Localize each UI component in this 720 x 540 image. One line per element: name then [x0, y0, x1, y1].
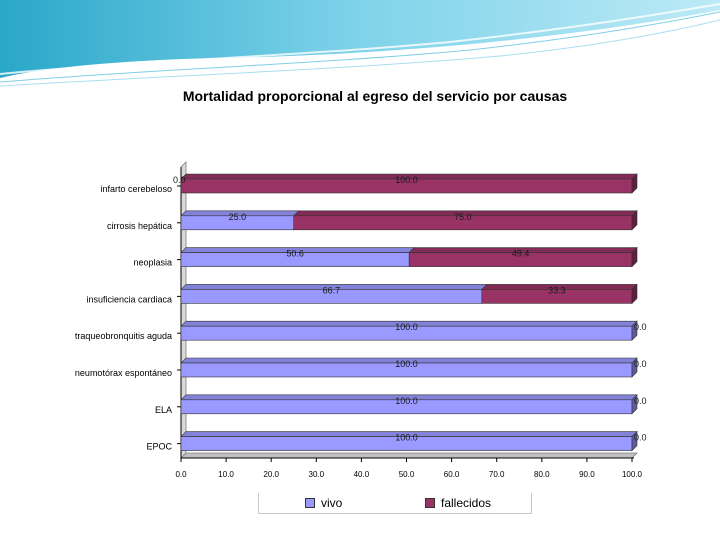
x-tick-label: 80.0: [534, 470, 550, 479]
value-label-vivo: 100.0: [395, 433, 418, 443]
bar-side: [631, 246, 638, 268]
chart-title: Mortalidad proporcional al egreso del se…: [182, 88, 568, 104]
category-label: neumotórax espontáneo: [75, 368, 172, 378]
x-tick-label: 40.0: [354, 470, 370, 479]
value-label-vivo: 25.0: [229, 212, 247, 222]
category-label: traqueobronquitis aguda: [75, 331, 172, 341]
bar-side: [631, 210, 638, 231]
bar-side: [631, 320, 638, 341]
x-tick-label: 20.0: [263, 470, 279, 479]
header-wave-decoration: [0, 0, 720, 87]
axis-floor: [180, 452, 638, 459]
legend-swatch-fallecidos: [425, 498, 435, 508]
category-label: insuficiencia cardiaca: [86, 294, 172, 304]
chart-legend: vivo fallecidos: [258, 493, 532, 514]
bar-side: [631, 430, 638, 452]
value-label-vivo: 0.0: [173, 175, 186, 185]
x-tick-label: 10.0: [218, 470, 234, 479]
value-label-vivo: 100.0: [395, 359, 418, 369]
category-label: infarto cerebeloso: [100, 184, 172, 194]
x-tick-label: 100.0: [622, 470, 643, 479]
bar-side: [631, 394, 638, 415]
value-label-vivo: 100.0: [395, 322, 418, 332]
bar-side: [631, 357, 638, 378]
category-label: cirrosis hepática: [107, 221, 172, 231]
legend-label-vivo: vivo: [321, 496, 343, 510]
bar-side: [631, 283, 638, 305]
value-label-fallecidos: 0.0: [634, 359, 647, 369]
value-label-vivo: 66.7: [323, 285, 341, 295]
x-tick-label: 0.0: [175, 470, 187, 479]
value-label-fallecidos: 0.0: [634, 433, 647, 443]
bar-side: [631, 173, 638, 194]
value-label-fallecidos: 0.0: [634, 396, 647, 406]
category-label: EPOC: [146, 442, 172, 452]
x-tick-label: 70.0: [489, 470, 505, 479]
category-label: ELA: [155, 405, 172, 415]
value-label-vivo: 100.0: [395, 396, 418, 406]
x-tick-label: 50.0: [399, 470, 415, 479]
value-label-fallecidos: 75.0: [454, 212, 472, 222]
legend-label-fallecidos: fallecidos: [441, 496, 492, 510]
category-label: neoplasia: [133, 258, 172, 268]
value-label-fallecidos: 0.0: [634, 322, 647, 332]
x-tick-label: 90.0: [579, 470, 595, 479]
value-label-fallecidos: 49.4: [512, 249, 530, 259]
value-label-fallecidos: 33.3: [548, 285, 566, 295]
legend-item-fallecidos: fallecidos: [425, 496, 491, 510]
x-tick-label: 60.0: [444, 470, 460, 479]
value-label-vivo: 50.6: [286, 249, 304, 259]
legend-swatch-vivo: [305, 498, 315, 508]
x-tick-label: 30.0: [309, 470, 325, 479]
value-label-fallecidos: 100.0: [395, 175, 418, 185]
legend-item-vivo: vivo: [305, 496, 342, 510]
